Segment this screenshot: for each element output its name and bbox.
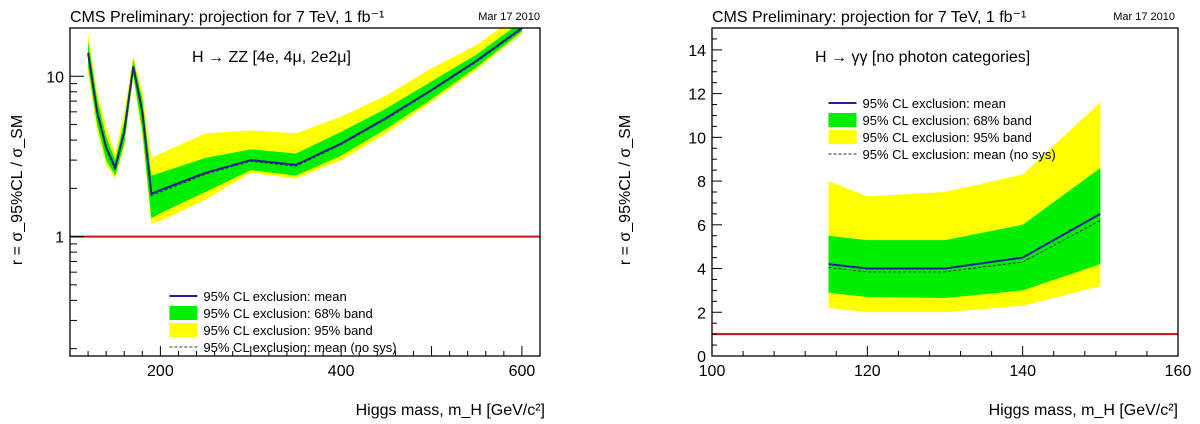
legend-entry: 95% CL exclusion: mean (no sys) [863, 147, 1056, 162]
chart-header: CMS Preliminary: projection for 7 TeV, 1… [70, 9, 384, 26]
legend-swatch-68 [828, 113, 857, 127]
x-tick-label: 160 [1165, 363, 1192, 380]
chart-annotation: H → γγ [no photon categories] [815, 49, 1030, 66]
y-tick-label: 0 [697, 349, 706, 366]
band-68-area [828, 167, 1101, 299]
x-axis-label: Higgs mass, m_H [GeV/c²] [989, 402, 1178, 419]
x-tick-label: 140 [1009, 363, 1036, 380]
legend-swatch-95 [828, 130, 857, 144]
x-tick-label: 100 [699, 363, 726, 380]
chart-panel-hgg: CMS Preliminary: projection for 7 TeV, 1… [600, 0, 1200, 424]
mean-line [828, 212, 1101, 270]
mean-line [87, 28, 523, 196]
y-axis-label: r = σ_95%CL / σ_SM [617, 115, 634, 265]
y-axis-label: r = σ_95%CL / σ_SM [9, 115, 26, 265]
y-tick-label: 14 [688, 43, 706, 60]
chart-header: CMS Preliminary: projection for 7 TeV, 1… [712, 9, 1026, 26]
legend-entry: 95% CL exclusion: 68% band [863, 113, 1032, 128]
x-axis-label: Higgs mass, m_H [GeV/c²] [356, 402, 545, 419]
y-tick-label: 1 [55, 230, 64, 247]
x-tick-label: 200 [147, 363, 174, 380]
mean-nosys-line [87, 28, 523, 197]
legend-entry: 95% CL exclusion: mean (no sys) [203, 340, 396, 355]
chart-hzz: CMS Preliminary: projection for 7 TeV, 1… [9, 9, 545, 419]
legend-entry: 95% CL exclusion: mean [203, 289, 346, 304]
legend-entry: 95% CL exclusion: 68% band [203, 306, 372, 321]
x-tick-label: 600 [509, 363, 536, 380]
band-68-area [88, 28, 522, 219]
y-tick-label: 4 [697, 262, 706, 279]
chart-annotation: H → ZZ [4e, 4μ, 2e2μ] [192, 49, 351, 66]
legend-entry: 95% CL exclusion: 95% band [863, 130, 1032, 145]
chart-hgg: CMS Preliminary: projection for 7 TeV, 1… [617, 9, 1192, 419]
legend-entry: 95% CL exclusion: mean [863, 96, 1006, 111]
legend-swatch-68 [169, 306, 198, 320]
chart-date: Mar 17 2010 [1113, 11, 1175, 23]
chart-panel-hzz: CMS Preliminary: projection for 7 TeV, 1… [9, 9, 545, 419]
chart-date: Mar 17 2010 [478, 11, 540, 23]
y-tick-label: 6 [697, 218, 706, 235]
y-tick-label: 12 [688, 87, 706, 104]
legend-swatch-95 [169, 323, 198, 337]
x-tick-label: 400 [328, 363, 355, 380]
legend-entry: 95% CL exclusion: 95% band [203, 323, 372, 338]
x-tick-label: 120 [854, 363, 881, 380]
mean-nosys-line [828, 219, 1101, 273]
y-tick-label: 2 [697, 305, 706, 322]
y-tick-label: 10 [688, 130, 706, 147]
y-tick-label: 10 [46, 69, 64, 86]
y-tick-label: 8 [697, 174, 706, 191]
